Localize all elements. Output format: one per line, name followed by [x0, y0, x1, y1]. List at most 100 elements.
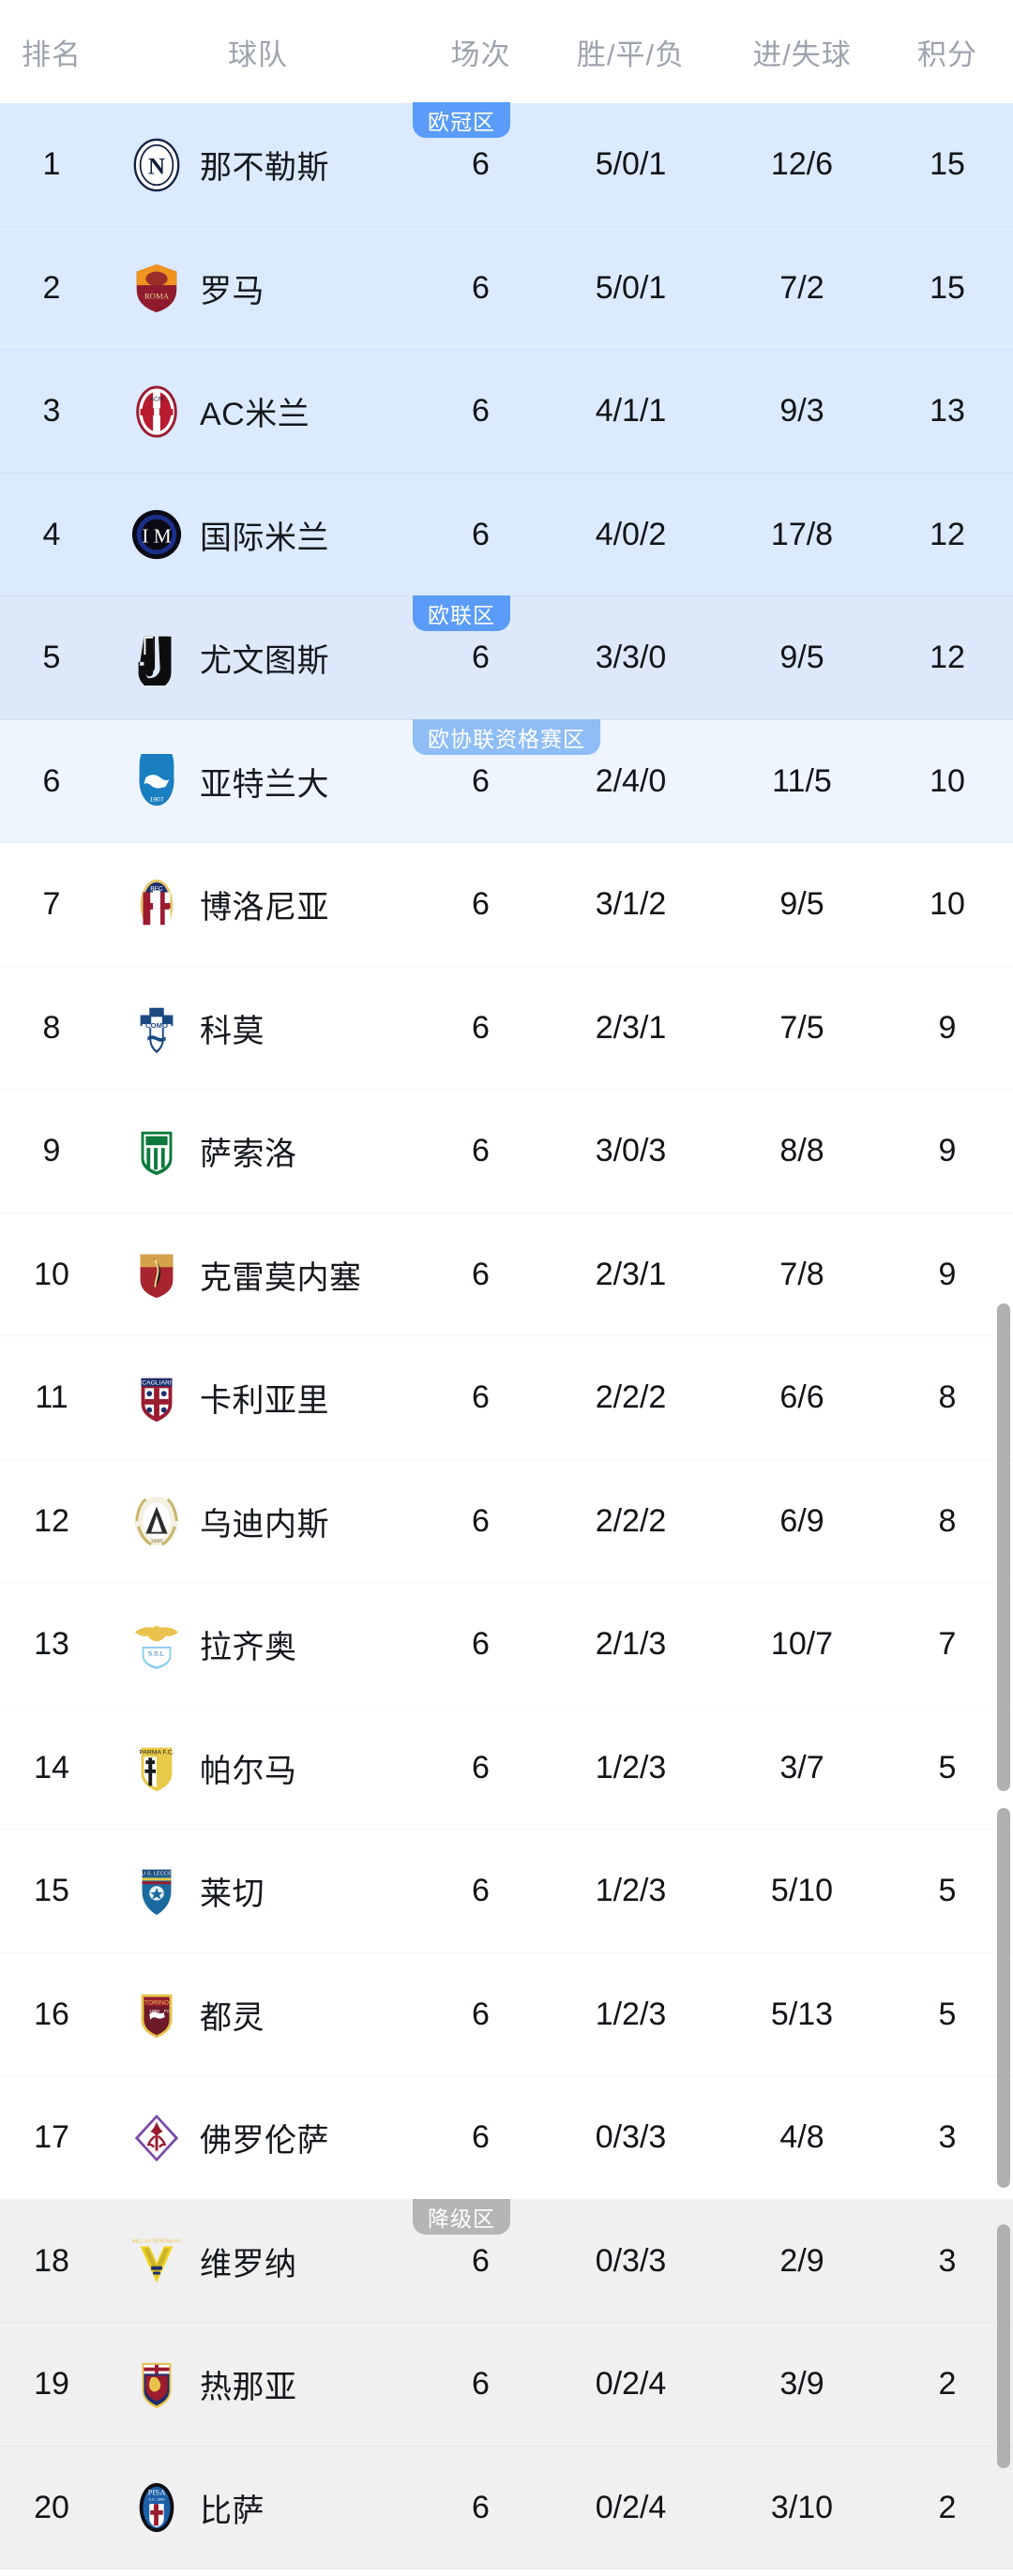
cremonese-crest	[129, 1247, 184, 1302]
row-played: 6	[472, 1749, 490, 1785]
row-wdl: 3/3/0	[595, 640, 667, 676]
row-team[interactable]: N 那不勒斯	[103, 103, 413, 227]
row-team[interactable]: 佛罗伦萨	[103, 2076, 413, 2200]
table-row[interactable]: 10 克雷莫内塞 6 2/3/1 7/8 9	[0, 1213, 1013, 1337]
table-row[interactable]: 13 S.S.L. 拉齐奥 6 2/1/3 10/7 7	[0, 1583, 1013, 1707]
genoa-crest	[129, 2358, 184, 2412]
svg-text:1907: 1907	[149, 797, 163, 804]
svg-text:N: N	[148, 154, 165, 179]
scrollbar-thumb[interactable]	[997, 2224, 1010, 2468]
row-wdl: 4/0/2	[595, 516, 667, 552]
atalanta-crest: 1907	[129, 754, 184, 808]
table-row[interactable]: 14 PARMA F.C. 帕尔马 6 1/2/3 3/7 5	[0, 1706, 1013, 1830]
zone-badge-uel: 欧联区	[413, 595, 510, 631]
row-played: 6	[472, 393, 490, 429]
row-team[interactable]: PARMA F.C. 帕尔马	[103, 1707, 413, 1830]
row-team[interactable]: 尤文图斯	[103, 596, 413, 720]
row-goals: 12/6	[770, 146, 834, 183]
scrollbar-thumb[interactable]	[997, 1808, 1010, 2188]
team-name: 尤文图斯	[200, 643, 329, 680]
table-row[interactable]: 欧联区 5 尤文图斯 6 3/3/0 9/5 12	[0, 595, 1013, 720]
table-row[interactable]: 11 CAGLIARI 卡利亚里 6 2/2/2 6/6 8	[0, 1336, 1013, 1460]
team-name: 热那亚	[200, 2370, 297, 2406]
row-played: 6	[472, 1379, 490, 1416]
row-goals: 3/10	[770, 2489, 834, 2525]
row-team[interactable]: 1907 亚特兰大	[103, 720, 413, 844]
table-row[interactable]: 16 TORINO 1906 FC 都灵 6 1/2/3 5/13 5	[0, 1952, 1013, 2077]
row-team[interactable]: CAGLIARI 卡利亚里	[103, 1336, 413, 1460]
row-team[interactable]: BFC 博洛尼亚	[103, 843, 413, 967]
row-team[interactable]: 热那亚	[103, 2323, 413, 2447]
row-goals: 5/13	[770, 1996, 834, 2032]
lecce-crest: U.S. LECCE	[129, 1864, 184, 1919]
row-team[interactable]: HELLAS VERONA FC 维罗纳	[103, 2200, 413, 2324]
sassuolo-crest	[129, 1124, 184, 1179]
row-goals: 7/5	[779, 1009, 824, 1046]
table-row[interactable]: 15 U.S. LECCE 莱切 6 1/2/3 5/10 5	[0, 1830, 1013, 1953]
table-row[interactable]: 9 萨索洛 6 3/0/3 8/8 9	[0, 1090, 1013, 1213]
row-team[interactable]: 萨索洛	[103, 1090, 413, 1213]
zone-badge-uecl: 欧协联资格赛区	[413, 718, 600, 755]
row-wdl: 1/2/3	[595, 1749, 667, 1785]
column-header-goals[interactable]: 进/失球	[752, 38, 852, 71]
row-team[interactable]: ROMA 罗马	[103, 227, 413, 351]
como-crest: COMO	[129, 1001, 184, 1055]
row-points: 9	[938, 1009, 957, 1046]
column-header-wdl[interactable]: 胜/平/负	[576, 38, 686, 71]
row-rank: 6	[42, 762, 61, 799]
row-rank: 18	[34, 2242, 69, 2279]
row-team[interactable]: 1896 乌迪内斯	[103, 1460, 413, 1584]
row-team[interactable]: TORINO 1906 FC 都灵	[103, 1953, 413, 2077]
row-team[interactable]: U.S. LECCE 莱切	[103, 1830, 413, 1953]
row-team[interactable]: 克雷莫内塞	[103, 1213, 413, 1337]
row-team[interactable]: ACM AC米兰	[103, 350, 413, 474]
row-rank: 10	[34, 1256, 69, 1292]
table-row[interactable]: 12 1896 乌迪内斯 6 2/2/2 6/9 8	[0, 1459, 1013, 1584]
table-row[interactable]: 欧冠区 1 N 那不勒斯 6 5/0/1 12/6 15	[0, 102, 1013, 227]
row-points: 13	[930, 393, 965, 429]
table-row[interactable]: 8 COMO 科莫 6 2/3/1 7/5 9	[0, 966, 1013, 1091]
row-goals: 7/2	[779, 269, 824, 306]
row-points: 2	[938, 2366, 957, 2403]
zone-badge-ucl: 欧冠区	[413, 102, 510, 138]
row-wdl: 5/0/1	[595, 269, 667, 306]
table-row[interactable]: 20 PISA S.C. 1909 比萨 6 0/2/4 3/10 2	[0, 2446, 1013, 2570]
column-header-played[interactable]: 场次	[450, 38, 511, 71]
row-wdl: 2/4/0	[595, 762, 667, 799]
row-points: 7	[938, 1626, 957, 1663]
row-rank: 11	[35, 1379, 68, 1416]
row-played: 6	[472, 2489, 490, 2525]
table-row[interactable]: 7 BFC 博洛尼亚 6 3/1/2 9/5 10	[0, 843, 1013, 967]
column-header-points[interactable]: 积分	[917, 38, 977, 71]
row-played: 6	[472, 1502, 490, 1539]
table-row[interactable]: 欧协联资格赛区 6 1907 亚特兰大 6 2/4/0 11/5 10	[0, 718, 1013, 844]
row-wdl: 1/2/3	[595, 1873, 667, 1909]
row-played: 6	[472, 516, 490, 552]
roma-crest: ROMA	[129, 261, 184, 315]
table-row[interactable]: 19 热那亚 6 0/2/4 3/9 2	[0, 2323, 1013, 2447]
table-row[interactable]: 2 ROMA 罗马 6 5/0/1 7/2 15	[0, 226, 1013, 351]
row-team[interactable]: S.S.L. 拉齐奥	[103, 1583, 413, 1707]
table-row[interactable]: 17 佛罗伦萨 6 0/3/3 4/8 3	[0, 2076, 1013, 2200]
scrollbar-thumb[interactable]	[997, 1303, 1010, 1791]
svg-text:ACM: ACM	[150, 396, 164, 402]
row-rank: 9	[42, 1133, 61, 1169]
table-row[interactable]: 3 ACM AC米兰 6 4/1/1 9/3 13	[0, 350, 1013, 474]
row-points: 8	[938, 1502, 957, 1539]
column-header-team[interactable]: 球队	[228, 38, 288, 71]
row-played: 6	[472, 640, 490, 676]
row-team[interactable]: COMO 科莫	[103, 967, 413, 1091]
fiorentina-crest	[129, 2111, 184, 2165]
row-wdl: 4/1/1	[595, 393, 667, 429]
team-name: 都灵	[200, 1999, 265, 2036]
row-team[interactable]: I M 国际米兰	[103, 474, 413, 597]
row-rank: 4	[42, 516, 61, 552]
column-header-rank[interactable]: 排名	[22, 38, 82, 71]
row-goals: 3/7	[779, 1749, 824, 1785]
parma-crest: PARMA F.C.	[129, 1740, 184, 1795]
row-team[interactable]: PISA S.C. 1909 比萨	[103, 2447, 413, 2570]
table-row[interactable]: 4 I M 国际米兰 6 4/0/2 17/8 12	[0, 473, 1013, 597]
table-row[interactable]: 降级区 18 HELLAS VERONA FC 维罗纳 6 0/3/3 2/9 3	[0, 2198, 1013, 2324]
row-points: 2	[938, 2489, 957, 2525]
